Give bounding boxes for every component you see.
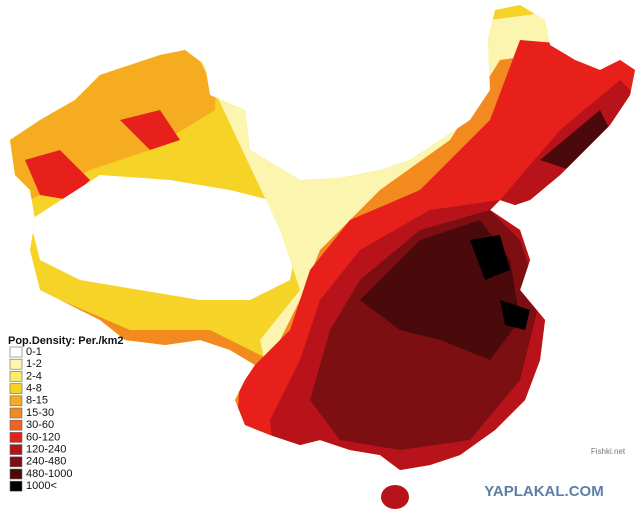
legend-label: 15-30 <box>26 407 54 419</box>
legend-swatch <box>9 456 23 468</box>
legend-label: 1-2 <box>26 358 42 370</box>
legend-swatch <box>9 419 23 431</box>
legend-label: 0-1 <box>26 346 42 358</box>
legend-label: 4-8 <box>26 383 42 395</box>
legend-swatch <box>9 432 23 443</box>
legend-label: 480-1000 <box>26 468 73 480</box>
watermark: YAPLAKAL.COM <box>484 483 603 500</box>
legend-label: 120-240 <box>26 444 66 456</box>
legend-swatch <box>9 480 23 492</box>
legend-swatch <box>9 468 23 480</box>
legend-label: 240-480 <box>26 456 66 468</box>
legend-swatch <box>9 358 23 370</box>
legend-label: 30-60 <box>26 419 54 431</box>
legend-label: 60-120 <box>26 431 60 443</box>
legend-swatch <box>9 395 23 407</box>
legend-swatch <box>9 383 23 394</box>
legend-swatch <box>9 444 23 455</box>
watermark-box <box>468 481 620 503</box>
legend-swatch <box>9 346 23 358</box>
legend-title: Pop.Density: Per./km2 <box>8 335 124 347</box>
legend-label: 1000< <box>26 480 57 492</box>
legend-label: 2-4 <box>26 370 42 382</box>
legend-swatch <box>9 407 23 419</box>
legend-swatch <box>9 371 23 382</box>
source-label: Fishki.net <box>591 447 626 456</box>
hainan <box>381 485 409 509</box>
legend: 0-11-22-44-88-1515-3030-6060-120120-2402… <box>9 346 73 492</box>
legend-label: 8-15 <box>26 395 48 407</box>
